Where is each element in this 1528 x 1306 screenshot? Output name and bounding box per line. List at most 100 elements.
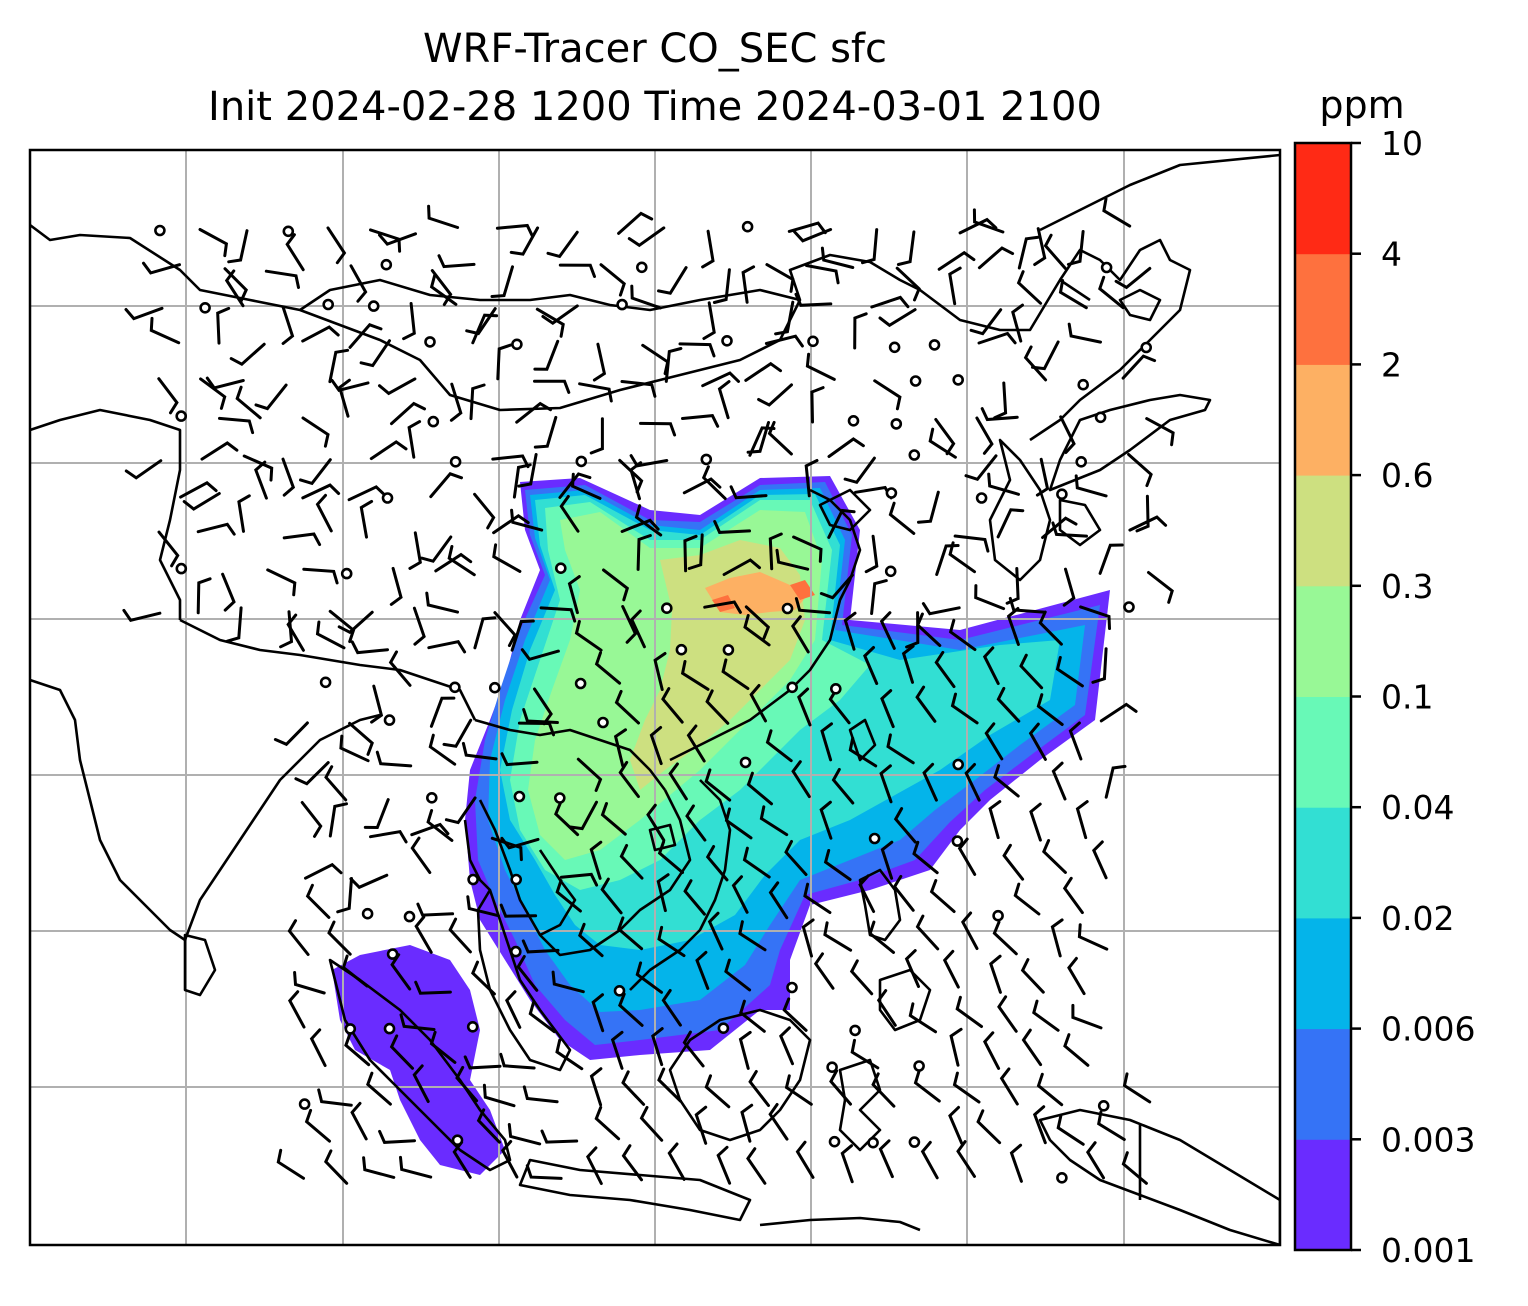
calm-marker [466, 1021, 479, 1033]
wind-barb [1035, 457, 1050, 497]
wind-barb [600, 802, 627, 836]
wind-barb [813, 952, 835, 990]
wind-barb [266, 568, 297, 597]
wind-barb [205, 376, 245, 390]
wind-barb [399, 1013, 436, 1031]
calm-marker [909, 375, 922, 387]
wind-barb [559, 872, 599, 887]
wind-barb [410, 822, 450, 837]
wind-barb [282, 532, 322, 547]
wind-barb [540, 1129, 579, 1144]
wind-barb [803, 882, 832, 914]
wind-barb [1097, 1110, 1126, 1141]
calm-marker [1100, 261, 1113, 274]
wind-barb [853, 312, 868, 350]
wind-barb [707, 911, 724, 951]
wind-barb [829, 1069, 852, 1106]
calm-marker [913, 1060, 925, 1072]
wind-barb [1008, 596, 1046, 614]
wind-barb [567, 575, 581, 615]
wind-barb [157, 530, 180, 568]
wind-barb [254, 383, 288, 411]
wind-barb [1145, 417, 1175, 447]
wind-barb [797, 687, 812, 727]
calm-marker [554, 562, 567, 575]
wind-barb [124, 306, 164, 321]
wind-barb [522, 1085, 559, 1104]
japan-hokkaido [1118, 288, 1162, 322]
calm-marker [513, 790, 526, 803]
wind-barb [592, 342, 607, 382]
wind-barb [430, 269, 453, 307]
calm-marker [319, 676, 332, 689]
calm-marker [722, 644, 735, 656]
wind-barb [273, 721, 309, 747]
sulawesi [838, 1058, 882, 1152]
wind-barb [1038, 610, 1063, 646]
calm-marker [786, 681, 799, 694]
wind-barb [434, 552, 473, 573]
wind-barb [955, 995, 983, 1028]
wind-barb [870, 295, 910, 309]
sri-lanka [183, 933, 217, 997]
wind-barb [375, 750, 413, 768]
wind-barb [831, 768, 855, 805]
wind-barb [559, 495, 580, 533]
calm-marker [367, 300, 380, 312]
colorbar-bin [1295, 475, 1351, 587]
calm-marker [635, 261, 648, 274]
wind-barb [908, 1002, 937, 1034]
calm-marker [952, 758, 965, 771]
calm-marker [885, 487, 898, 499]
wind-barb [716, 1145, 732, 1185]
wind-barb [774, 300, 795, 336]
calm-marker [199, 301, 211, 314]
wind-barb [281, 457, 296, 497]
wind-barb [471, 960, 496, 996]
wind-barb [964, 454, 998, 482]
wind-barb [790, 615, 810, 654]
wind-barb [982, 646, 1000, 685]
wind-barb [293, 971, 326, 995]
wind-barb [482, 1083, 516, 1108]
wind-barb [712, 268, 731, 304]
wind-barb [863, 646, 879, 685]
wind-barb [934, 650, 956, 689]
wind-barb [740, 1103, 754, 1143]
taiwan [848, 718, 877, 762]
wind-barb [378, 232, 417, 246]
wind-barb [370, 684, 384, 724]
wind-barb [934, 418, 956, 456]
wind-barb [571, 472, 602, 500]
wind-barb [810, 386, 825, 424]
wind-barb [348, 721, 374, 756]
wind-barb [1006, 607, 1020, 646]
wind-barb [948, 266, 962, 306]
colorbar-tick-label: 0.1 [1381, 678, 1433, 717]
wind-barb [630, 609, 646, 649]
wind-barb [794, 292, 833, 307]
china-north-border [30, 223, 1091, 412]
shandong [818, 488, 872, 532]
colorbar-bin [1295, 364, 1351, 476]
wind-barb [880, 840, 894, 880]
wind-barb [505, 990, 522, 1029]
wind-barb [235, 385, 262, 420]
wind-barb [402, 302, 416, 341]
java [518, 1158, 752, 1222]
wind-barb [369, 829, 408, 844]
wind-barb [928, 427, 957, 459]
wind-barb [739, 999, 766, 1033]
wind-barb [359, 499, 374, 539]
wind-barb [301, 325, 340, 343]
plume-2 [712, 580, 815, 612]
wind-barb [1023, 345, 1048, 382]
wind-barb [1127, 453, 1153, 488]
wind-barb [683, 534, 698, 573]
wind-barb [254, 460, 268, 500]
wind-barb [1032, 999, 1060, 1032]
wind-barb [224, 269, 245, 308]
wind-barb [949, 1027, 963, 1067]
wind-barb [957, 837, 977, 876]
wind-barb [738, 1030, 752, 1070]
